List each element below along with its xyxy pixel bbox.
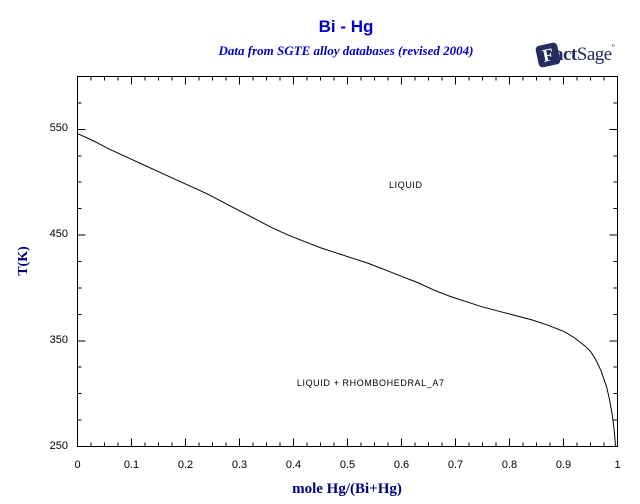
- y-axis-title: T(K): [16, 246, 31, 276]
- x-tick-label: 0.6: [393, 459, 410, 471]
- plot-area: [77, 76, 618, 447]
- chart-subtitle: Data from SGTE alloy databases (revised …: [218, 43, 474, 58]
- x-tick-label: 1: [614, 459, 621, 471]
- x-axis-title: mole Hg/(Bi+Hg): [292, 481, 402, 497]
- logo-sage-text: Sage: [576, 44, 612, 65]
- x-tick-label: 0.9: [555, 459, 572, 471]
- x-tick-label: 0.2: [177, 459, 194, 471]
- y-tick-label: 450: [49, 228, 68, 241]
- plot-frame: [77, 76, 618, 447]
- x-tick-label: 0.1: [123, 459, 140, 471]
- factsage-logo: F act Sage ”: [534, 41, 615, 69]
- y-tick-label: 250: [49, 439, 68, 452]
- x-tick-label: 0.3: [231, 459, 248, 471]
- y-tick-label: 550: [49, 122, 68, 135]
- x-tick-label: 0.7: [447, 459, 464, 471]
- chart-title: Bi - Hg: [318, 17, 374, 36]
- phase-boundary-curve-liquidus: [77, 133, 617, 447]
- logo-f-letter: F: [540, 44, 556, 66]
- x-tick-label: 0: [74, 459, 81, 471]
- y-tick-label: 350: [49, 333, 68, 346]
- region-label: LIQUID + RHOMBOHEDRAL_A7: [296, 378, 445, 389]
- logo-trademark: ”: [611, 43, 615, 53]
- x-tick-label: 0.5: [339, 459, 356, 471]
- factsage-f-icon: F: [534, 41, 562, 69]
- x-tick-label: 0.4: [285, 459, 302, 471]
- phase-diagram-plot: [77, 76, 618, 447]
- region-label: LIQUID: [389, 180, 423, 191]
- x-tick-label: 0.8: [501, 459, 518, 471]
